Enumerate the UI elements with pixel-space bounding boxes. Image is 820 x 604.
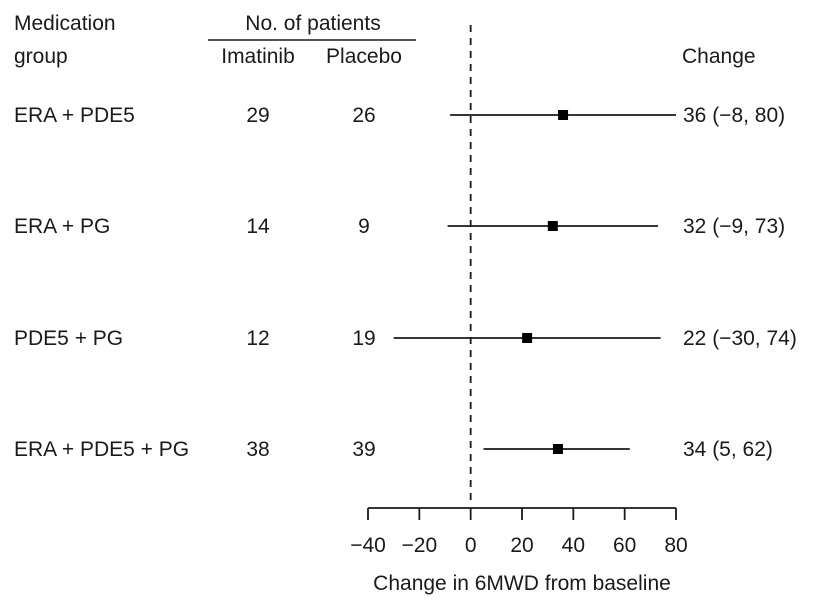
row-change-label: 22 (−30, 74) [683, 327, 797, 350]
x-tick-label: −40 [350, 534, 386, 557]
x-tick-label: −20 [402, 534, 438, 557]
header-placebo: Placebo [326, 45, 402, 68]
point-estimate [552, 444, 563, 454]
point-estimate [547, 221, 558, 231]
header-patients: No. of patients [245, 12, 380, 35]
row-era-pg: ERA + PG 14 9 32 (−9, 73) [14, 215, 785, 238]
row-placebo-count: 26 [352, 104, 375, 127]
row-imatinib-count: 29 [246, 104, 269, 127]
row-placebo-count: 39 [352, 438, 375, 461]
row-imatinib-count: 14 [246, 215, 270, 238]
row-change-label: 36 (−8, 80) [683, 104, 785, 127]
x-tick-label: 60 [613, 534, 636, 557]
point-estimate [558, 110, 569, 120]
header-group-line1: Medication [14, 12, 116, 35]
row-group-label: ERA + PDE5 + PG [14, 438, 189, 461]
row-imatinib-count: 38 [246, 438, 269, 461]
point-estimate [522, 333, 533, 343]
header-imatinib: Imatinib [221, 45, 295, 68]
x-tick-label: 20 [510, 534, 533, 557]
row-era-pde5: ERA + PDE5 29 26 36 (−8, 80) [14, 104, 785, 127]
x-axis-label: Change in 6MWD from baseline [373, 572, 671, 595]
row-change-label: 34 (5, 62) [683, 438, 773, 461]
row-pde5-pg: PDE5 + PG 12 19 22 (−30, 74) [14, 327, 797, 350]
row-placebo-count: 9 [358, 215, 370, 238]
header-group-line2: group [14, 45, 68, 68]
row-imatinib-count: 12 [246, 327, 269, 350]
row-group-label: ERA + PG [14, 215, 110, 238]
row-group-label: PDE5 + PG [14, 327, 123, 350]
row-placebo-count: 19 [352, 327, 375, 350]
x-axis: −40 −20 0 20 40 60 80 [350, 507, 688, 557]
row-group-label: ERA + PDE5 [14, 104, 135, 127]
row-change-label: 32 (−9, 73) [683, 215, 785, 238]
x-tick-label: 0 [465, 534, 477, 557]
x-tick-label: 40 [562, 534, 585, 557]
header-change: Change [682, 45, 756, 68]
row-era-pde5-pg: ERA + PDE5 + PG 38 39 34 (5, 62) [14, 438, 773, 461]
x-tick-label: 80 [664, 534, 687, 557]
